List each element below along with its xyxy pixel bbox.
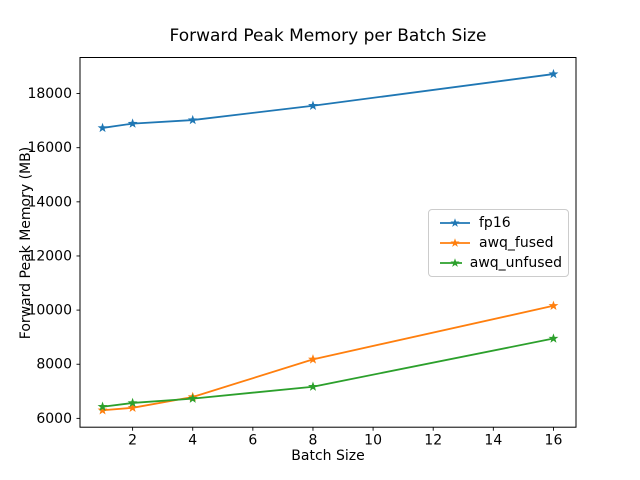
legend-line-marker-icon xyxy=(440,258,462,267)
data-point-marker-icon xyxy=(127,402,138,413)
data-point-marker-icon xyxy=(548,68,559,79)
data-point-marker-icon xyxy=(97,401,108,411)
x-tick-label: 16 xyxy=(545,433,563,449)
y-tick-label: 16000 xyxy=(27,140,72,156)
legend-entry: awq_unfused xyxy=(439,255,562,271)
x-tick-label: 10 xyxy=(364,433,382,449)
plot-border xyxy=(79,57,577,428)
series-line xyxy=(102,337,554,408)
x-axis-label: Batch Size xyxy=(291,448,365,464)
data-point-marker-icon xyxy=(548,300,559,310)
data-point-marker-icon xyxy=(308,100,318,110)
legend-label: fp16 xyxy=(479,215,511,231)
y-tick-label: 8000 xyxy=(36,357,72,373)
series-line xyxy=(102,304,554,412)
data-point-marker-icon xyxy=(127,397,138,408)
legend-entry: fp16 xyxy=(439,215,562,231)
legend-label: awq_fused xyxy=(479,235,554,251)
data-point-marker-icon xyxy=(97,405,108,415)
legend-label: awq_unfused xyxy=(469,255,562,271)
data-point-marker-icon xyxy=(187,393,198,403)
x-tick-label: 14 xyxy=(484,433,502,449)
x-tick-label: 4 xyxy=(188,433,197,449)
legend: fp16 awq_fused awq_unfused xyxy=(428,209,569,277)
x-tick-label: 8 xyxy=(309,433,318,449)
data-point-marker-icon xyxy=(187,114,198,125)
legend-line-marker-icon xyxy=(440,238,470,247)
y-tick-label: 18000 xyxy=(27,86,72,102)
y-axis-label: Forward Peak Memory (MB) xyxy=(18,146,34,340)
data-point-marker-icon xyxy=(97,122,108,133)
y-tick-label: 12000 xyxy=(27,248,72,264)
y-tick-label: 14000 xyxy=(27,194,72,210)
y-tick-label: 6000 xyxy=(36,411,72,427)
x-tick-label: 6 xyxy=(248,433,257,449)
y-tick-label: 10000 xyxy=(27,303,72,319)
data-point-marker-icon xyxy=(548,333,559,343)
x-tick-label: 2 xyxy=(128,433,137,449)
data-point-marker-icon xyxy=(127,118,138,128)
legend-line-marker-icon xyxy=(440,218,470,227)
chart-title: Forward Peak Memory per Batch Size xyxy=(169,26,487,46)
series-line xyxy=(102,73,554,129)
legend-entry: awq_fused xyxy=(439,235,562,251)
data-point-marker-icon xyxy=(308,381,318,391)
data-point-marker-icon xyxy=(308,354,318,364)
x-tick-label: 12 xyxy=(424,433,442,449)
